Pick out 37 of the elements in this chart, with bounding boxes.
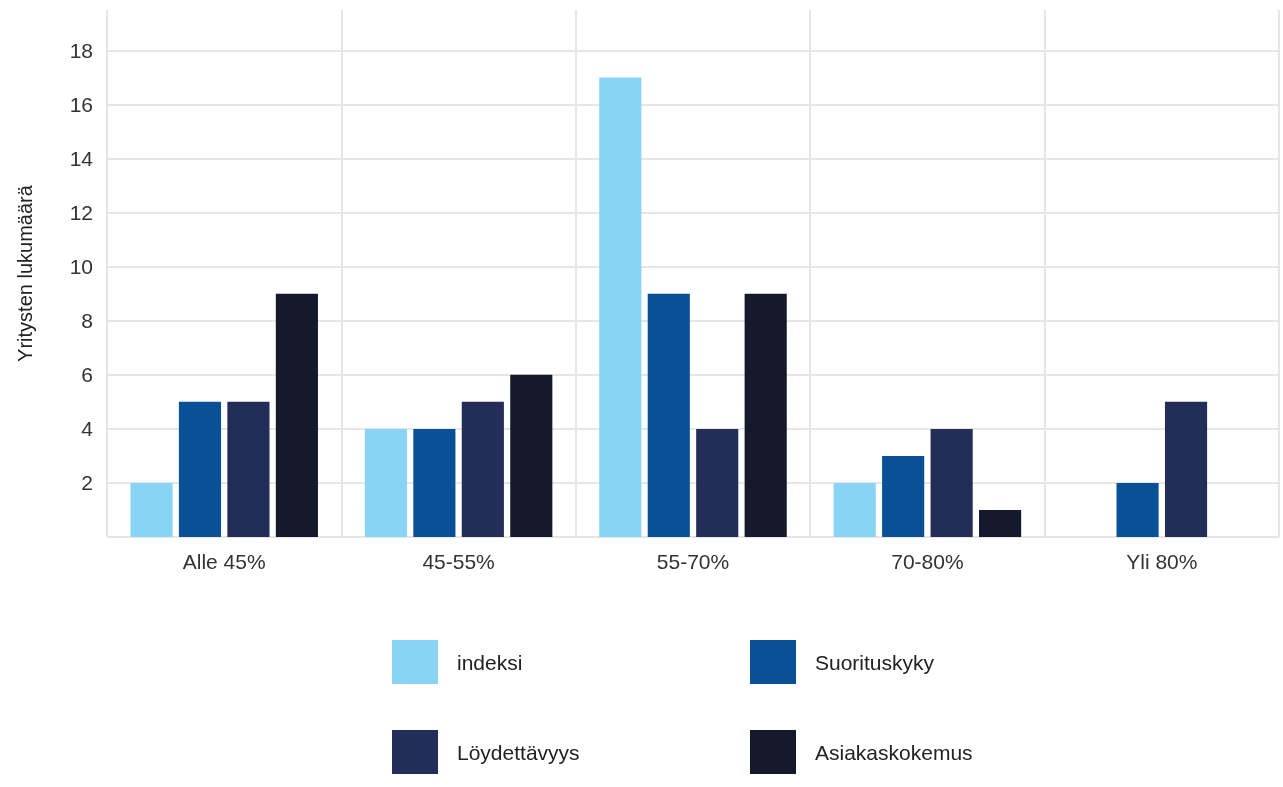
bar — [178, 401, 222, 537]
bar — [1116, 482, 1159, 537]
bar — [510, 374, 553, 537]
x-tick-label: 55-70% — [656, 550, 730, 573]
bar — [461, 401, 504, 537]
bar — [833, 482, 876, 537]
bar — [979, 509, 1022, 537]
y-tick-label: 18 — [69, 39, 93, 63]
bar — [599, 77, 642, 537]
x-tick-label: 70-80% — [891, 550, 964, 573]
y-tick-label: 6 — [81, 363, 93, 387]
y-tick-label: 14 — [69, 147, 94, 171]
x-tick-label: Alle 45% — [182, 550, 266, 573]
y-tick-label: 12 — [69, 201, 93, 225]
bar — [227, 401, 270, 537]
bar — [130, 482, 173, 537]
bar — [364, 428, 407, 537]
bar — [647, 293, 690, 537]
bar — [882, 455, 925, 537]
y-tick-label: 10 — [69, 255, 93, 279]
bar — [275, 293, 318, 537]
legend-label: Suorituskyky — [815, 650, 935, 674]
bar — [1164, 401, 1208, 537]
y-tick-label: 4 — [81, 417, 94, 441]
bar — [696, 428, 739, 537]
y-tick-label: 2 — [81, 471, 93, 495]
bar — [413, 428, 456, 537]
legend-label: indeksi — [457, 650, 523, 674]
y-axis-title: Yritysten lukumäärä — [14, 184, 36, 362]
legend-label: Löydettävyys — [457, 740, 580, 764]
bar — [930, 428, 973, 537]
y-tick-label: 16 — [69, 93, 93, 117]
x-tick-label: Yli 80% — [1126, 550, 1198, 573]
bar — [744, 293, 787, 537]
x-tick-label: 45-55% — [422, 550, 495, 573]
y-tick-label: 8 — [81, 309, 93, 333]
legend-label: Asiakaskokemus — [815, 740, 973, 764]
